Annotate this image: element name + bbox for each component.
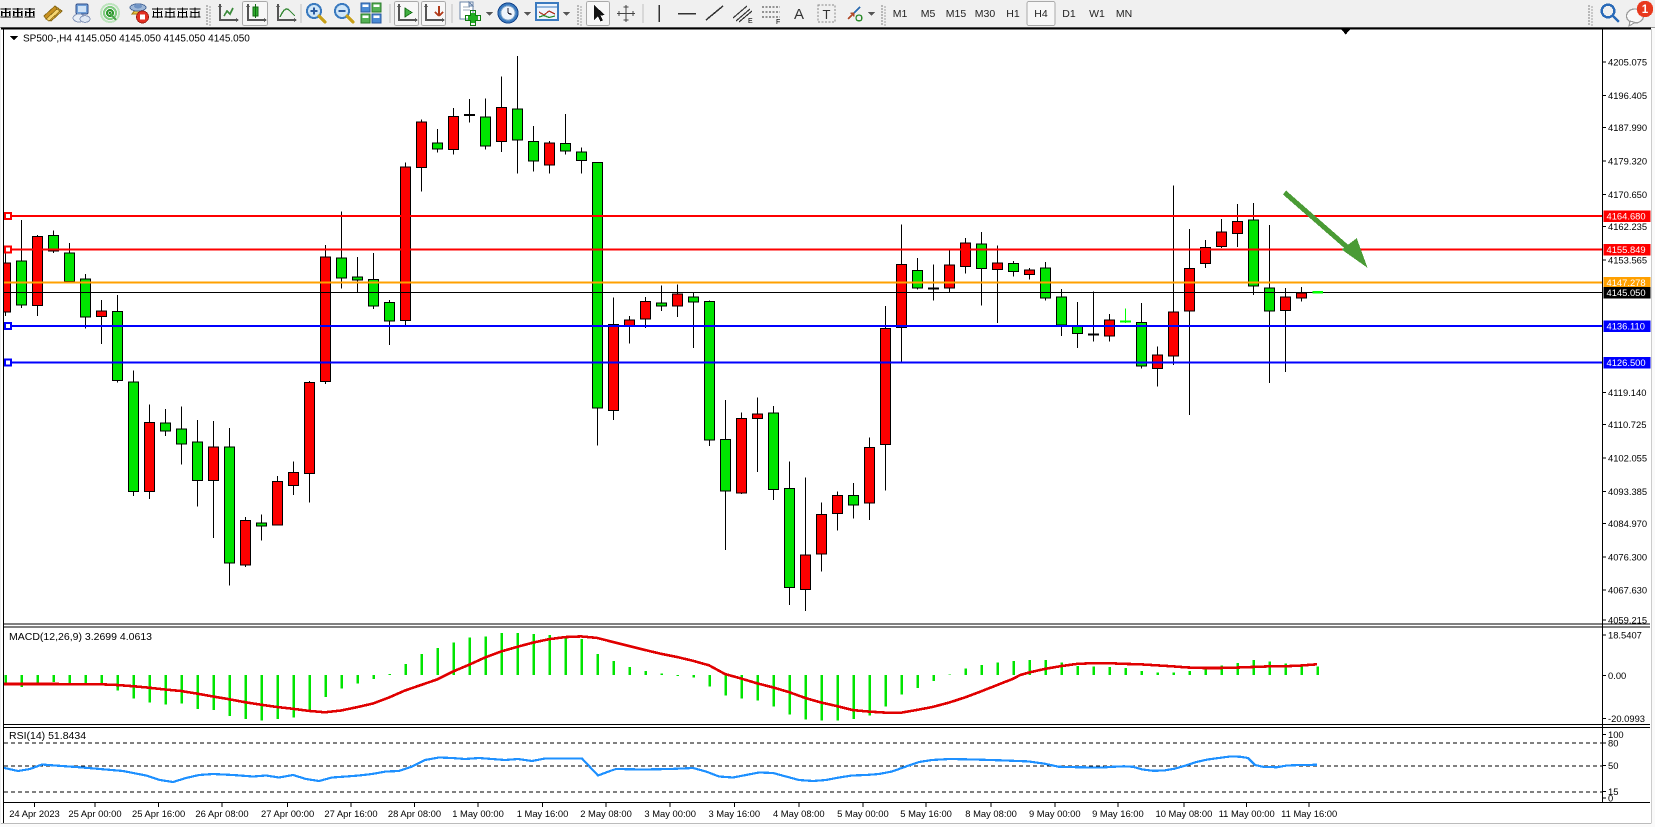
svg-text:28 Apr 08:00: 28 Apr 08:00 [388, 808, 441, 819]
svg-text:4196.405: 4196.405 [1608, 90, 1647, 101]
svg-text:50: 50 [1608, 760, 1618, 771]
svg-text:80: 80 [1608, 738, 1618, 749]
svg-text:1: 1 [1642, 4, 1649, 16]
svg-text:27 Apr 16:00: 27 Apr 16:00 [324, 808, 377, 819]
svg-text:25 Apr 16:00: 25 Apr 16:00 [132, 808, 185, 819]
svg-text:5 May 16:00: 5 May 16:00 [900, 808, 952, 819]
svg-text:A: A [794, 6, 804, 23]
svg-text:SP500-,H4 4145.050 4145.050 4: SP500-,H4 4145.050 4145.050 4145.050 414… [23, 34, 250, 45]
svg-text:0: 0 [1608, 793, 1613, 804]
svg-text:4 May 08:00: 4 May 08:00 [773, 808, 825, 819]
svg-text:4076.300: 4076.300 [1608, 551, 1647, 562]
svg-text:MACD(12,26,9) 3.2699 4.0613: MACD(12,26,9) 3.2699 4.0613 [9, 631, 152, 643]
svg-text:4179.320: 4179.320 [1608, 156, 1647, 167]
svg-text:25 Apr 00:00: 25 Apr 00:00 [68, 808, 121, 819]
svg-text:3 May 00:00: 3 May 00:00 [644, 808, 696, 819]
svg-text:W1: W1 [1089, 8, 1105, 20]
svg-text:4162.235: 4162.235 [1608, 221, 1647, 232]
svg-text:4093.385: 4093.385 [1608, 486, 1647, 497]
svg-text:E: E [748, 18, 753, 25]
svg-text:26 Apr 08:00: 26 Apr 08:00 [195, 808, 248, 819]
svg-text:9 May 16:00: 9 May 16:00 [1092, 808, 1144, 819]
svg-text:4067.630: 4067.630 [1608, 585, 1647, 596]
svg-text:MN: MN [1116, 8, 1132, 20]
svg-text:4145.050: 4145.050 [1607, 287, 1646, 298]
svg-text:15: 15 [1608, 786, 1618, 797]
svg-text:27 Apr 00:00: 27 Apr 00:00 [261, 808, 314, 819]
svg-text:-20.0993: -20.0993 [1608, 713, 1645, 724]
svg-text:4155.849: 4155.849 [1607, 244, 1646, 255]
svg-text:T: T [823, 7, 831, 22]
svg-text:4164.680: 4164.680 [1607, 211, 1646, 222]
svg-text:8 May 08:00: 8 May 08:00 [965, 808, 1017, 819]
svg-text:24 Apr 2023: 24 Apr 2023 [9, 808, 60, 819]
svg-text:H4: H4 [1034, 8, 1048, 20]
svg-text:4119.140: 4119.140 [1608, 387, 1646, 398]
svg-text:D1: D1 [1062, 8, 1076, 20]
svg-text:100: 100 [1608, 729, 1624, 740]
svg-text:4170.650: 4170.650 [1608, 189, 1647, 200]
svg-text:4059.215: 4059.215 [1608, 615, 1647, 626]
svg-text:4187.990: 4187.990 [1608, 122, 1647, 133]
svg-text:11 May 00:00: 11 May 00:00 [1219, 808, 1275, 819]
svg-text:4147.278: 4147.278 [1607, 277, 1646, 288]
svg-text:M5: M5 [921, 8, 936, 20]
svg-text:4136.110: 4136.110 [1607, 321, 1645, 332]
svg-text:M30: M30 [975, 8, 996, 20]
svg-text:5 May 00:00: 5 May 00:00 [837, 808, 889, 819]
svg-text:4205.075: 4205.075 [1608, 57, 1647, 68]
svg-text:4084.970: 4084.970 [1608, 518, 1647, 529]
svg-text:9 May 00:00: 9 May 00:00 [1029, 808, 1081, 819]
svg-text:RSI(14) 51.8434: RSI(14) 51.8434 [9, 730, 86, 742]
svg-text:M15: M15 [946, 8, 967, 20]
svg-text:1 May 00:00: 1 May 00:00 [452, 808, 504, 819]
svg-text:F: F [776, 19, 780, 26]
svg-text:10 May 08:00: 10 May 08:00 [1155, 808, 1212, 819]
svg-text:0.00: 0.00 [1608, 670, 1626, 681]
svg-text:1 May 16:00: 1 May 16:00 [517, 808, 569, 819]
svg-text:3 May 16:00: 3 May 16:00 [708, 808, 760, 819]
svg-text:M1: M1 [893, 8, 908, 20]
svg-text:H1: H1 [1006, 8, 1020, 20]
svg-text:4126.500: 4126.500 [1607, 357, 1646, 368]
svg-text:4153.565: 4153.565 [1608, 255, 1647, 266]
svg-text:18.5407: 18.5407 [1608, 630, 1642, 641]
svg-text:11 May 16:00: 11 May 16:00 [1281, 808, 1337, 819]
svg-text:4102.055: 4102.055 [1608, 452, 1647, 463]
svg-text:4110.725: 4110.725 [1608, 419, 1646, 430]
svg-text:2 May 08:00: 2 May 08:00 [580, 808, 632, 819]
